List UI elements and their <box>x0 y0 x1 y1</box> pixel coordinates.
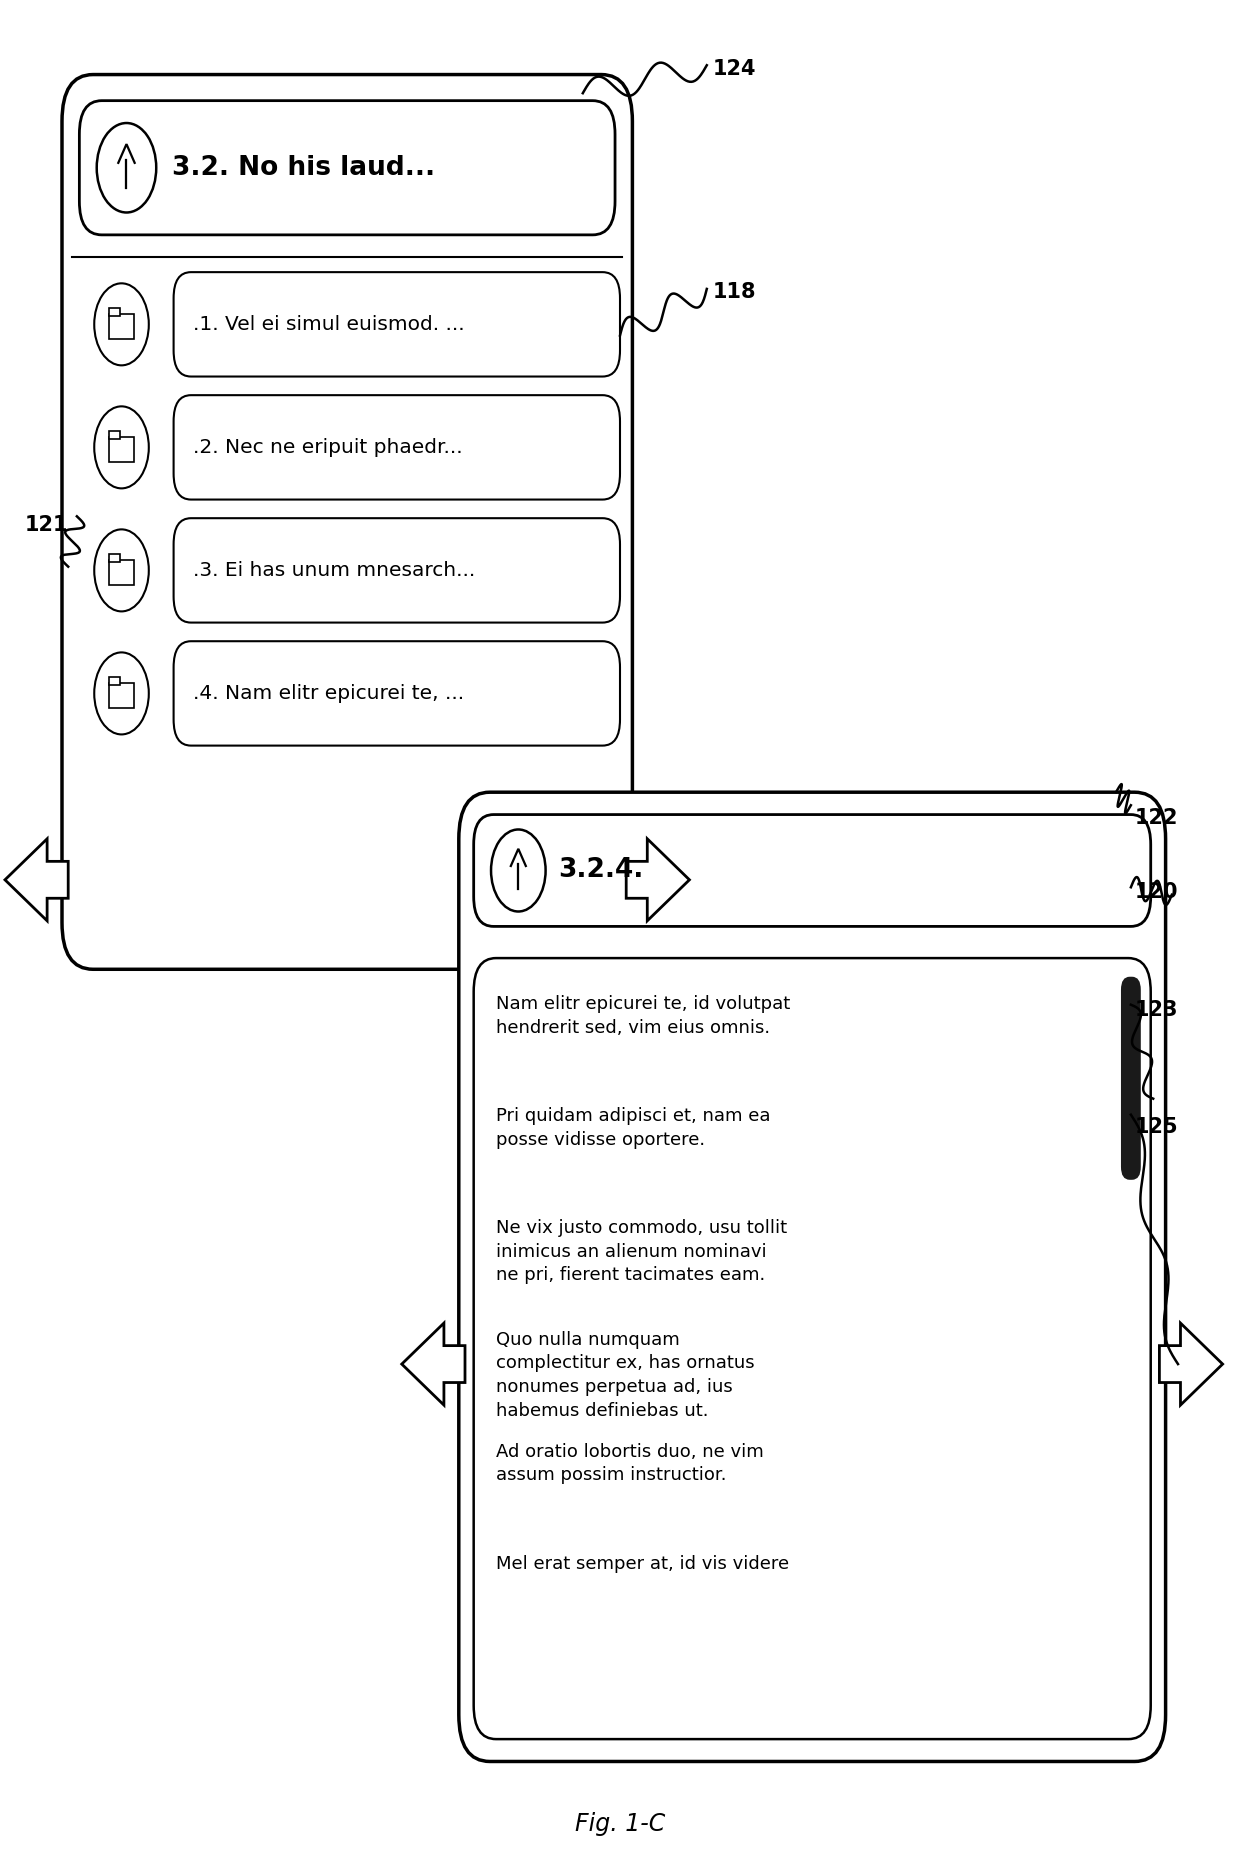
Text: 3.2.4.: 3.2.4. <box>558 857 644 884</box>
FancyBboxPatch shape <box>109 559 134 585</box>
Text: 118: 118 <box>713 281 756 302</box>
Text: 124: 124 <box>713 58 756 78</box>
Circle shape <box>94 283 149 365</box>
Text: 3.2. No his laud...: 3.2. No his laud... <box>172 155 435 181</box>
Polygon shape <box>626 839 689 921</box>
FancyBboxPatch shape <box>109 677 119 684</box>
Text: Nam elitr epicurei te, id volutpat
hendrerit sed, vim eius omnis.: Nam elitr epicurei te, id volutpat hendr… <box>496 995 790 1036</box>
Polygon shape <box>1159 1323 1223 1405</box>
FancyBboxPatch shape <box>174 518 620 623</box>
FancyBboxPatch shape <box>79 101 615 235</box>
FancyBboxPatch shape <box>109 431 119 438</box>
Polygon shape <box>402 1323 465 1405</box>
Text: Ne vix justo commodo, usu tollit
inimicus an alienum nominavi
ne pri, fierent ta: Ne vix justo commodo, usu tollit inimicu… <box>496 1219 787 1284</box>
FancyBboxPatch shape <box>109 313 134 339</box>
Text: Ad oratio lobortis duo, ne vim
assum possim instructior.: Ad oratio lobortis duo, ne vim assum pos… <box>496 1443 764 1484</box>
FancyBboxPatch shape <box>109 308 119 315</box>
Text: 120: 120 <box>1135 882 1178 902</box>
FancyBboxPatch shape <box>174 641 620 746</box>
Text: Mel erat semper at, id vis videre: Mel erat semper at, id vis videre <box>496 1555 789 1573</box>
FancyBboxPatch shape <box>174 272 620 377</box>
FancyBboxPatch shape <box>459 792 1166 1761</box>
Text: 121: 121 <box>25 514 68 535</box>
Polygon shape <box>5 839 68 921</box>
FancyBboxPatch shape <box>109 554 119 561</box>
FancyBboxPatch shape <box>474 815 1151 926</box>
Circle shape <box>491 829 546 911</box>
Text: .3. Ei has unum mnesarch...: .3. Ei has unum mnesarch... <box>193 561 476 580</box>
FancyBboxPatch shape <box>474 958 1151 1739</box>
Circle shape <box>94 406 149 488</box>
Circle shape <box>94 529 149 611</box>
Text: .2. Nec ne eripuit phaedr...: .2. Nec ne eripuit phaedr... <box>193 438 463 457</box>
Text: .4. Nam elitr epicurei te, ...: .4. Nam elitr epicurei te, ... <box>193 684 465 703</box>
FancyBboxPatch shape <box>109 436 134 462</box>
Circle shape <box>94 652 149 734</box>
Circle shape <box>97 123 156 212</box>
Text: .1. Vel ei simul euismod. ...: .1. Vel ei simul euismod. ... <box>193 315 465 334</box>
FancyBboxPatch shape <box>109 682 134 708</box>
Text: 125: 125 <box>1135 1117 1178 1137</box>
Text: 122: 122 <box>1135 807 1178 828</box>
FancyBboxPatch shape <box>1121 977 1141 1180</box>
FancyBboxPatch shape <box>62 75 632 969</box>
Text: 123: 123 <box>1135 999 1178 1020</box>
Text: Quo nulla numquam
complectitur ex, has ornatus
nonumes perpetua ad, ius
habemus : Quo nulla numquam complectitur ex, has o… <box>496 1331 755 1420</box>
Text: Pri quidam adipisci et, nam ea
posse vidisse oportere.: Pri quidam adipisci et, nam ea posse vid… <box>496 1107 770 1148</box>
Text: Fig. 1-C: Fig. 1-C <box>575 1812 665 1836</box>
FancyBboxPatch shape <box>174 395 620 500</box>
